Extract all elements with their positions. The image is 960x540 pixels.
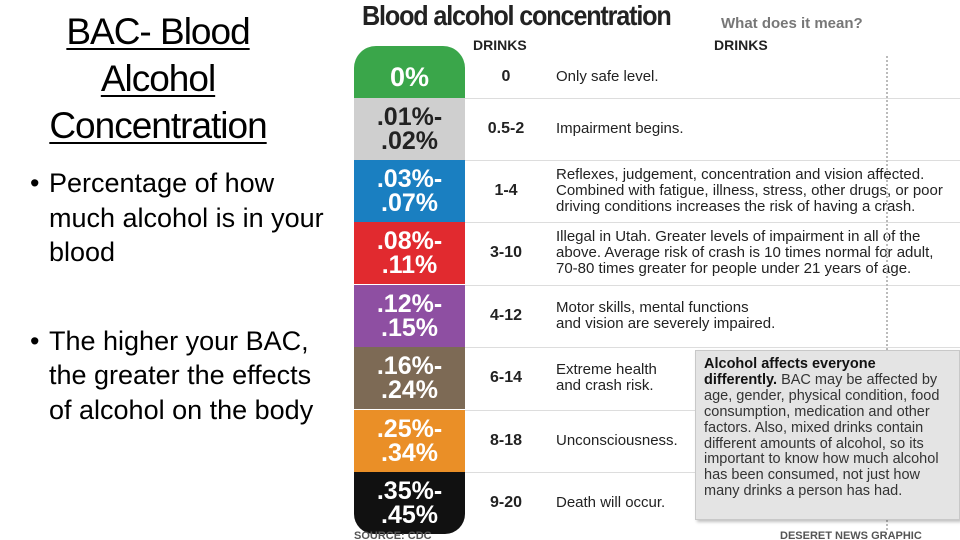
bac-range-line: .01%- — [376, 103, 443, 131]
bac-range: .16%- .24% — [354, 347, 465, 409]
slide-title: BAC- Blood Alcohol Concentration — [49, 11, 267, 146]
bullet-dot: • — [30, 325, 40, 356]
bac-row: .12%- .15% 4-12 Motor skills, mental functi… — [354, 285, 960, 347]
info-box-body: BAC may be affected by age, gender, phys… — [704, 371, 940, 500]
column-divider — [886, 56, 888, 530]
effect-line: Extreme health — [556, 361, 657, 378]
bac-range-line: .34% — [381, 439, 438, 467]
bullet-dot: • — [30, 168, 40, 198]
bac-range: .35%- .45% — [354, 472, 465, 534]
bac-range: .01%- .02% — [354, 98, 465, 160]
effect-line: and crash risk. — [556, 377, 654, 394]
bac-range: 0% — [354, 46, 465, 108]
drinks-count: 6-14 — [489, 369, 523, 386]
bac-row: .25%- .34% 8-18 Unconsciousness. — [354, 410, 960, 472]
bullet-item: • Percentage of how much alcohol is in yo… — [30, 166, 330, 270]
effect-description: Illegal in Utah. Greater levels of impai… — [556, 222, 960, 284]
effect-line: 70-80 times greater for people under 21 … — [556, 260, 912, 277]
bullet-item: • The higher your BAC, the greater the ef… — [30, 324, 330, 428]
bac-row: .08%- .11% 3-10 Illegal in Utah. Greater le… — [354, 222, 960, 284]
effect-line: Illegal in Utah. Greater levels of impai… — [556, 228, 921, 245]
effect-line: Unconsciousness. — [556, 432, 678, 449]
bac-range-line: .11% — [381, 251, 438, 279]
effect-line: Combined with fatigue, illness, stress, … — [556, 182, 943, 199]
info-box: Alcohol affects everyone differently. BA… — [695, 350, 960, 520]
effect-line: Impairment begins. — [556, 120, 684, 137]
bac-range-line: .35%- — [376, 477, 443, 505]
bac-graphic: Blood alcohol concentration What does it… — [338, 0, 960, 540]
effect-description: Only safe level. — [556, 46, 960, 108]
info-box-heading: Alcohol affects everyone differently. — [704, 356, 876, 388]
bac-row: .35%- .45% 9-20 Death will occur. — [354, 472, 960, 534]
bac-range-line: .03%- — [376, 165, 443, 193]
effect-description: Death will occur. — [556, 472, 960, 534]
graphic-subtitle: What does it mean? — [721, 15, 863, 32]
bac-range-line: .08%- — [376, 227, 443, 255]
drinks-count: 0 — [501, 68, 511, 85]
bullet-text: Percentage of how much alcohol is in you… — [49, 168, 324, 267]
row-divider — [465, 285, 960, 286]
drinks-count: 8-18 — [489, 432, 523, 449]
drinks-count: 1-4 — [494, 182, 518, 199]
bac-range: .12%- .15% — [354, 285, 465, 347]
row-divider — [465, 347, 960, 348]
bac-range: .03%- .07% — [354, 160, 465, 222]
drinks-count: 3-10 — [489, 244, 523, 261]
row-divider — [465, 98, 960, 99]
bullet-text: The higher your BAC, the greater the eff… — [49, 325, 314, 425]
bac-row: 0% 0 Only safe level. — [354, 46, 960, 108]
row-divider — [465, 160, 960, 161]
drinks-count: 0.5-2 — [487, 120, 525, 137]
bac-range-line: .02% — [381, 127, 438, 155]
effect-line: driving conditions increases the risk of… — [556, 198, 916, 215]
effect-description: Extreme health and crash risk. — [556, 347, 960, 409]
drinks-column-header-2: DRINKS — [714, 37, 768, 53]
bac-range-line: .25%- — [376, 415, 443, 443]
bullet-list: • Percentage of how much alcohol is in yo… — [30, 166, 330, 427]
bac-range-line: .15% — [381, 314, 438, 342]
bac-range-line: .12%- — [376, 290, 443, 318]
effect-line: Only safe level. — [556, 68, 659, 85]
bac-range-line: 0% — [389, 62, 430, 92]
bac-row: .03%- .07% 1-4 Reflexes, judgement, concent… — [354, 160, 960, 222]
effect-line: Death will occur. — [556, 494, 666, 511]
source-note: SOURCE: CDC — [354, 530, 432, 540]
effect-description: Reflexes, judgement, concentration and v… — [556, 160, 960, 222]
effect-line: above. Average risk of crash is 10 times… — [556, 244, 934, 261]
bac-range-line: .07% — [381, 189, 438, 217]
bac-range-line: .45% — [381, 501, 438, 529]
bac-range: .25%- .34% — [354, 410, 465, 472]
effect-description: Unconsciousness. — [556, 410, 960, 472]
graphic-title: Blood alcohol concentration — [362, 0, 672, 31]
effect-description: Motor skills, mental functions and vision… — [556, 285, 960, 347]
bac-range: .08%- .11% — [354, 222, 465, 284]
effect-line: Reflexes, judgement, concentration and v… — [556, 166, 925, 183]
row-divider — [465, 222, 960, 223]
bac-range-line: .24% — [381, 376, 438, 404]
drinks-count: 4-12 — [489, 307, 523, 324]
drinks-column-header: DRINKS — [473, 37, 527, 53]
credit-note: DESERET NEWS GRAPHIC — [780, 530, 922, 540]
bac-row: .16%- .24% 6-14 Extreme health and crash ris… — [354, 347, 960, 409]
effect-line: Motor skills, mental functions — [556, 299, 749, 316]
effect-description: Impairment begins. — [556, 98, 960, 160]
effect-line: and vision are severely impaired. — [556, 315, 776, 332]
bac-row: .01%- .02% 0.5-2 Impairment begins. — [354, 98, 960, 160]
drinks-count: 9-20 — [489, 494, 523, 511]
bac-range-line: .16%- — [376, 352, 443, 380]
